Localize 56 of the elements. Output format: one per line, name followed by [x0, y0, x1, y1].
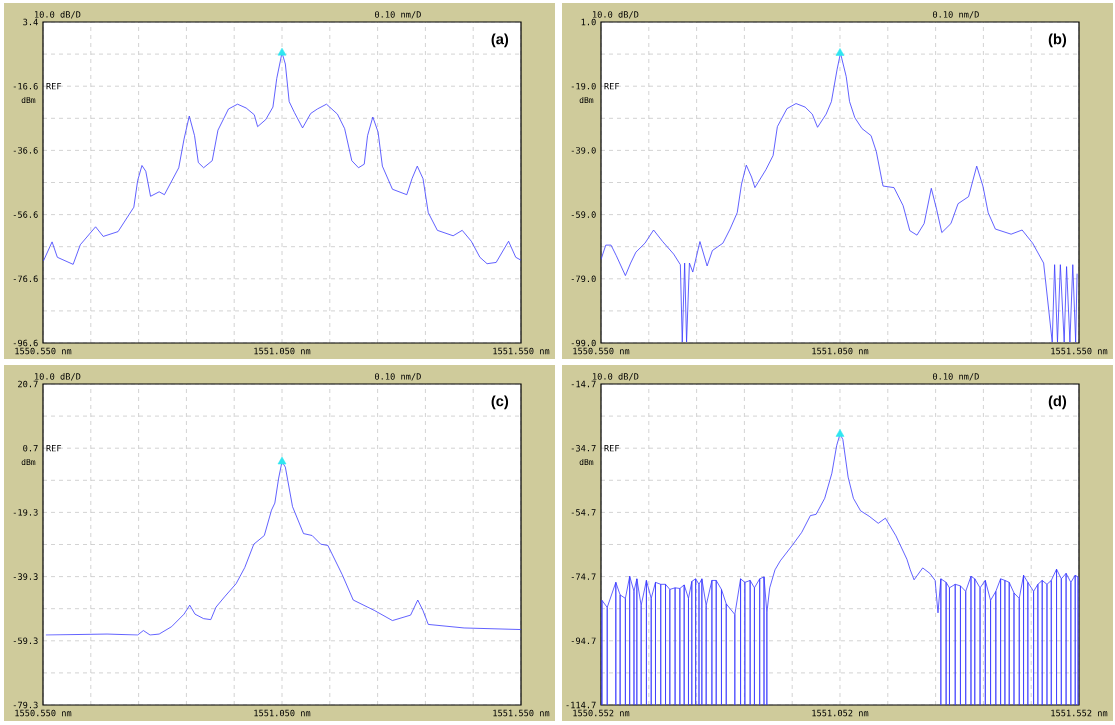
y-tick-label: -94.7: [571, 637, 596, 645]
y-tick-label: -56.6: [13, 211, 38, 218]
y-tick-label: -36.6: [13, 147, 38, 154]
text: 10.0 dB/D: [592, 11, 639, 19]
x-tick-label: 1551.052 nm: [812, 709, 869, 717]
y-tick-label: -54.7: [571, 509, 596, 516]
y-tick-label: 3.4: [23, 18, 38, 26]
y-axis-title: dBm: [579, 458, 594, 466]
y-tick-label: -76.6: [13, 275, 38, 283]
text: 10.0 dB/D: [34, 373, 81, 381]
y-tick-label: -74.7: [571, 573, 596, 580]
x-tick-label: 1551.050 nm: [254, 709, 311, 717]
y-tick-label: 20.7: [18, 380, 38, 388]
text: (d): [1048, 395, 1067, 410]
y-tick-label: -79.3: [13, 701, 38, 709]
text: (b): [1048, 33, 1067, 48]
x-tick-label: 1551.550 nm: [1051, 347, 1108, 355]
y-tick-label: -39.0: [571, 147, 596, 154]
x-tick-label: 1550.550 nm: [15, 347, 72, 355]
text: 10.0 dB/D: [592, 373, 639, 381]
annotation: REF: [604, 445, 620, 452]
x-tick-label: 1551.050 nm: [254, 347, 311, 355]
x-tick-label: 1551.552 nm: [1051, 709, 1108, 717]
text: 0.10 nm/D: [374, 11, 421, 19]
annotation: REF: [46, 445, 62, 452]
y-axis-title: dBm: [21, 96, 36, 104]
y-tick-label: -114.7: [566, 701, 596, 709]
y-axis-title: dBm: [21, 458, 36, 466]
x-tick-label: 1550.552 nm: [573, 709, 630, 717]
text: 0.10 nm/D: [374, 373, 421, 381]
annotation: REF: [46, 83, 62, 90]
y-tick-label: -19.3: [13, 509, 38, 516]
text: 0.10 nm/D: [932, 373, 979, 381]
y-tick-label: 1.0: [581, 18, 596, 26]
text: (a): [491, 33, 509, 48]
y-tick-label: -34.7: [571, 444, 596, 452]
y-tick-label: -79.0: [571, 275, 596, 283]
x-tick-label: 1551.550 nm: [493, 709, 550, 717]
y-axis-title: dBm: [579, 96, 594, 104]
y-tick-label: -39.3: [13, 573, 38, 580]
x-tick-label: 1551.550 nm: [493, 347, 550, 355]
y-tick-label: -99.0: [571, 339, 596, 347]
y-tick-label: -16.6: [13, 82, 38, 90]
text: (c): [491, 395, 509, 410]
x-tick-label: 1550.550 nm: [573, 347, 630, 355]
text: 10.0 dB/D: [34, 11, 81, 19]
y-tick-label: 0.7: [23, 444, 38, 452]
y-tick-label: -59.0: [571, 211, 596, 218]
y-tick-label: -19.0: [571, 82, 596, 90]
x-tick-label: 1551.050 nm: [812, 347, 869, 355]
x-tick-label: 1550.550 nm: [15, 709, 72, 717]
y-tick-label: -59.3: [13, 637, 38, 645]
annotation: REF: [604, 83, 620, 90]
y-tick-label: -14.7: [571, 380, 596, 388]
y-tick-label: -96.6: [13, 339, 38, 347]
text: 0.10 nm/D: [932, 11, 979, 19]
